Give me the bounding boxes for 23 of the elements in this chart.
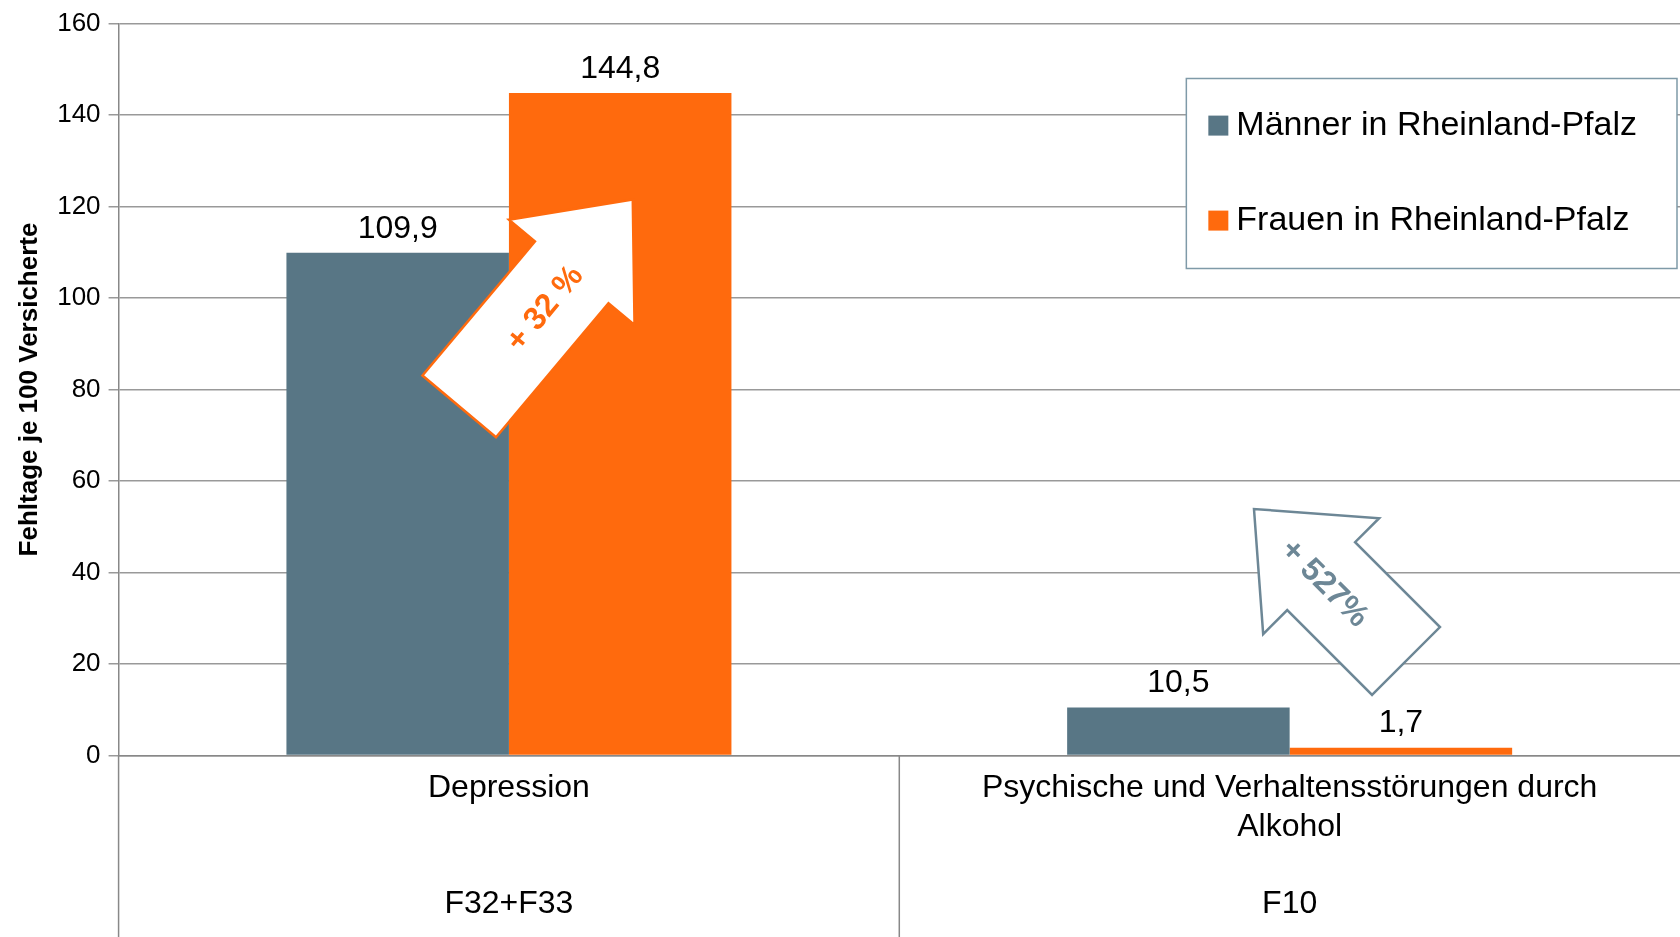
annotation: + 32 % [497,257,590,358]
data-label: 10,5 [1147,663,1210,700]
legend-label: Frauen in Rheinland-Pfalz [1236,198,1630,237]
data-label: 144,8 [580,48,661,85]
y-tick-label: 100 [57,281,101,312]
text: F10 [1262,883,1318,920]
data-label: 1,7 [1378,703,1424,740]
y-tick-label: 140 [57,98,101,129]
y-tick-label: 0 [86,738,101,769]
y-tick-label: 80 [71,372,101,403]
bar [286,252,509,755]
bar [1289,747,1513,755]
y-tick-label: 160 [57,6,101,37]
y-tick-label: 20 [71,647,101,678]
legend-label: Männer in Rheinland-Pfalz [1236,103,1638,142]
x-tick-label: Depression [428,768,590,805]
y-axis-title: Fehltage je 100 Versicherte [12,222,43,557]
text: F32+F33 [444,883,574,920]
x-tick-label: Psychische und Verhaltensstörungen durch Alkohol [981,768,1598,843]
y-tick-label: 120 [57,189,101,220]
y-tick-label: 40 [71,555,101,586]
y-tick-label: 60 [71,464,101,495]
bar [1067,707,1290,755]
